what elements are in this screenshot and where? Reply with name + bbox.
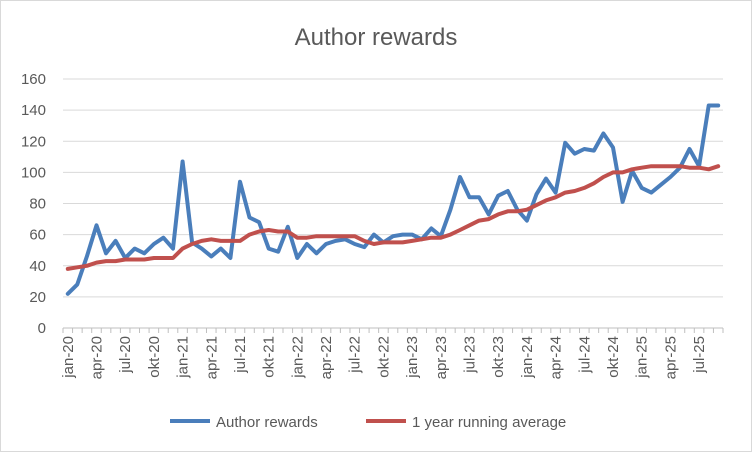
y-axis-ticks: 0 20 40 60 80 100 120 140 160 [21, 71, 46, 337]
x-tick-label: jan-22 [289, 336, 306, 379]
y-tick-label: 140 [21, 102, 46, 119]
series-line-author-rewards [65, 103, 721, 296]
x-tick-label: apr-21 [203, 336, 220, 379]
y-tick-label: 160 [21, 71, 46, 88]
y-tick-label: 0 [38, 320, 46, 337]
x-tick-label: apr-24 [548, 336, 565, 379]
series-group [65, 103, 721, 296]
y-tick-label: 40 [29, 258, 46, 275]
y-tick-label: 100 [21, 164, 46, 181]
x-tick-label: jul-25 [691, 336, 708, 374]
x-tick-label: jul-24 [576, 336, 593, 374]
series-line-running-average [65, 164, 721, 271]
legend-label-author-rewards: Author rewards [216, 414, 318, 431]
y-tick-label: 20 [29, 289, 46, 306]
chart-title: Author rewards [295, 24, 458, 51]
y-tick-label: 120 [21, 133, 46, 150]
y-tick-label: 80 [29, 196, 46, 213]
x-tick-label: apr-20 [88, 336, 105, 379]
x-tick-label: okt-23 [490, 336, 507, 378]
x-tick-label: okt-24 [605, 336, 622, 378]
x-tick-label: jan-23 [404, 336, 421, 379]
x-tick-label: apr-23 [433, 336, 450, 379]
y-tick-label: 60 [29, 227, 46, 244]
x-tick-label: jan-20 [60, 336, 77, 379]
x-tick-label: okt-21 [261, 336, 278, 378]
legend: Author rewards 1 year running average [170, 414, 566, 431]
x-tick-label: jul-22 [347, 336, 364, 374]
legend-label-running-average: 1 year running average [412, 414, 566, 431]
x-tick-label: jan-25 [634, 336, 651, 379]
x-tick-label: apr-22 [318, 336, 335, 379]
x-tick-label: jan-21 [175, 336, 192, 379]
x-tick-label: jul-20 [117, 336, 134, 374]
x-tick-label: okt-22 [375, 336, 392, 378]
x-tick-label: jul-21 [232, 336, 249, 374]
x-tick-label: apr-25 [662, 336, 679, 379]
x-tick-label: jan-24 [519, 336, 536, 379]
x-tick-label: okt-20 [146, 336, 163, 378]
x-tick-label: jul-23 [462, 336, 479, 374]
gridlines [63, 78, 723, 298]
x-axis: jan-20 apr-20 jul-20 okt-20 jan-21 apr-21 jul-… [60, 327, 724, 379]
